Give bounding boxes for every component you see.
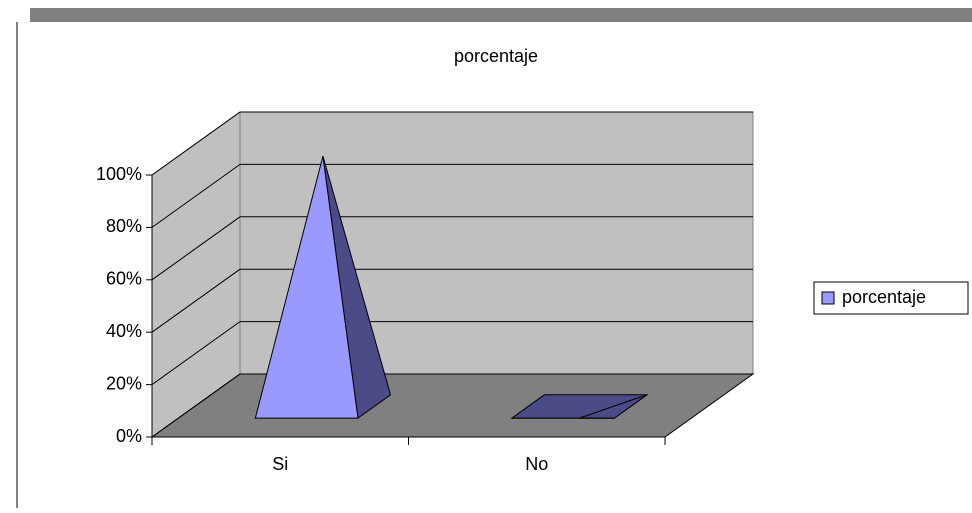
- floor: [150, 373, 755, 438]
- grid-line: [151, 216, 241, 281]
- legend-swatch: [821, 291, 835, 305]
- grid-line: [151, 373, 241, 438]
- y-tick-label: 0%: [116, 426, 142, 446]
- grid-line: [151, 268, 241, 333]
- grid-line: [151, 321, 241, 386]
- y-tick-label: 100%: [96, 164, 142, 184]
- top-bar: [30, 8, 972, 22]
- grid-line: [151, 111, 241, 176]
- x-tick-label: No: [525, 454, 548, 474]
- grid-line: [151, 163, 241, 228]
- chart-title: porcentaje: [454, 46, 538, 66]
- legend-label: porcentaje: [842, 287, 926, 307]
- y-tick-label: 20%: [106, 373, 142, 393]
- y-tick-label: 60%: [106, 269, 142, 289]
- x-tick-label: Si: [272, 454, 288, 474]
- y-tick-label: 40%: [106, 321, 142, 341]
- pyramid-front: [254, 155, 359, 419]
- legend-box: [813, 281, 969, 315]
- y-tick-label: 80%: [106, 216, 142, 236]
